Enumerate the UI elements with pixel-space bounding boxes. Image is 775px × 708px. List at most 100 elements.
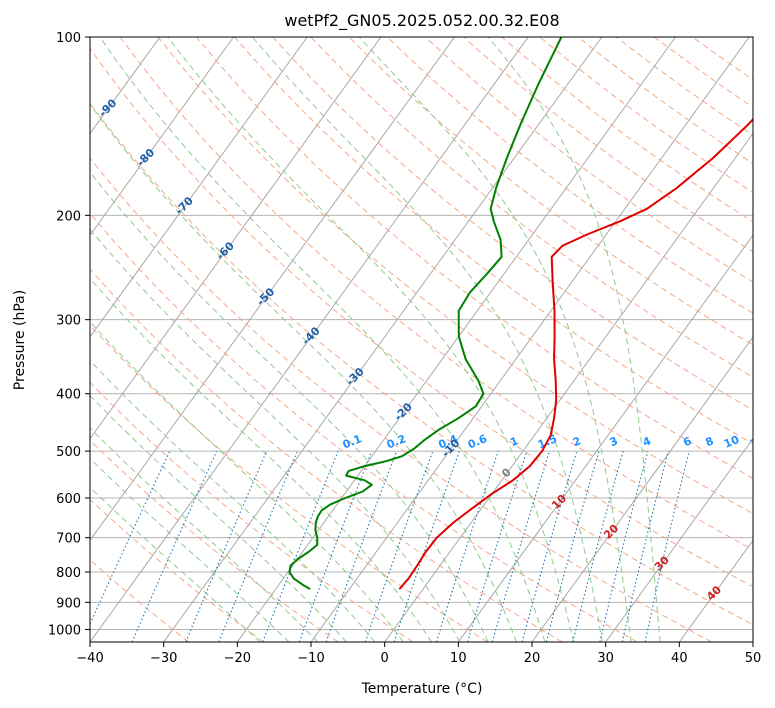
x-tick-label: 40: [671, 651, 688, 666]
mixing-ratio-line: [131, 450, 218, 642]
mixing-ratio-line: [621, 450, 669, 642]
y-tick-label: 200: [56, 209, 81, 224]
x-tick-label: −10: [297, 651, 324, 666]
dry-adiabat: [272, 37, 753, 411]
dry-adiabat: [90, 324, 488, 642]
mixing-ratio-line: [262, 450, 339, 642]
skewed-isotherm: [163, 37, 603, 642]
y-tick-label: 500: [56, 445, 81, 460]
temperature-profile-line: [398, 117, 753, 590]
mixing-ratio-label: 10: [722, 433, 741, 451]
moist-adiabat: [252, 37, 603, 642]
skewed-isotherm: [752, 641, 753, 642]
mixing-ratio-label: 8: [704, 434, 716, 449]
moist-adiabat: [358, 37, 632, 642]
moist-adiabat: [90, 457, 290, 642]
mixing-ratio-line: [218, 450, 299, 642]
mixing-ratio-line: [644, 450, 690, 642]
moist-adiabat: [90, 359, 376, 642]
skewed-isotherm: [90, 37, 529, 642]
dry-adiabat: [157, 37, 753, 515]
dry-adiabat: [90, 102, 753, 626]
moist-adiabats: [90, 37, 661, 642]
y-tick-label: 300: [56, 314, 81, 329]
moist-adiabat: [90, 171, 489, 642]
y-tick-label: 400: [56, 388, 81, 403]
mixing-ratio-label: 2: [571, 434, 583, 449]
skewed-isotherm: [90, 37, 234, 236]
isotherm-label: -100: [50, 51, 79, 80]
mixing-ratio-line: [185, 450, 268, 642]
moist-adiabat: [90, 103, 517, 642]
x-axis-ticks: −40 −30 −20 −10 0 10 20 30 40 50: [76, 642, 761, 666]
y-tick-label: 700: [56, 532, 81, 547]
dry-adiabat: [424, 37, 753, 283]
moist-adiabat: [167, 37, 575, 642]
moist-adiabat: [99, 37, 546, 642]
dry-adiabat: [90, 47, 753, 588]
y-tick-label: 800: [56, 566, 81, 581]
y-axis-ticks: 100 200 300 400 500 600 700 800 900 1000: [48, 31, 90, 638]
grid-layer: [90, 37, 753, 630]
mixing-ratio-lines: [90, 450, 690, 642]
skewed-isotherm: [90, 37, 455, 542]
skewed-isotherm: [236, 37, 676, 642]
skewed-isotherm: [457, 234, 753, 642]
moist-adiabat: [90, 277, 432, 642]
mixing-ratio-line: [466, 450, 528, 642]
mixing-ratio-line: [298, 450, 373, 642]
mixing-ratio-line: [393, 450, 460, 642]
moist-adiabat: [487, 37, 661, 642]
dry-adiabat: [119, 37, 753, 551]
dry-adiabat: [90, 157, 712, 642]
chart-title: wetPf2_GN05.2025.052.00.32.E08: [284, 11, 559, 31]
dry-adiabats: [90, 37, 753, 642]
mixing-ratio-line: [325, 450, 398, 642]
x-tick-label: 0: [381, 651, 389, 666]
mixing-ratio-label: 13: [748, 433, 767, 451]
mixing-ratio-line: [364, 450, 434, 642]
x-tick-label: 50: [745, 651, 762, 666]
y-tick-label: 100: [56, 31, 81, 46]
mixing-ratio-line: [599, 450, 649, 642]
dry-adiabat: [386, 37, 753, 314]
x-tick-label: −30: [150, 651, 177, 666]
x-tick-label: 20: [524, 651, 541, 666]
skewed-isotherm: [678, 539, 753, 642]
moist-adiabat: [90, 321, 404, 642]
mixing-ratio-line: [572, 450, 624, 642]
moist-adiabat: [90, 228, 461, 642]
dry-adiabat: [234, 37, 753, 445]
moist-adiabat: [90, 394, 347, 642]
sounding-series: [288, 37, 753, 590]
y-tick-label: 1000: [48, 623, 81, 638]
dry-adiabat: [196, 37, 753, 479]
mixing-ratio-label: 16: [770, 433, 775, 451]
skewed-isotherm: [384, 132, 753, 642]
dewpoint-profile-line: [288, 37, 563, 590]
x-tick-label: −40: [76, 651, 103, 666]
skewed-isotherm: [0, 37, 13, 642]
mixing-ratio-label: 1: [508, 434, 520, 449]
mixing-ratio-line: [491, 450, 551, 642]
skewed-isotherm: [605, 437, 753, 642]
x-tick-label: −20: [224, 651, 251, 666]
dry-adiabat: [90, 268, 563, 642]
skewed-isotherm: [531, 336, 753, 642]
x-axis-label: Temperature (°C): [361, 681, 483, 697]
y-tick-label: 600: [56, 492, 81, 507]
dry-adiabat: [90, 381, 414, 642]
y-axis-label: Pressure (hPa): [12, 290, 28, 390]
skewed-isotherm: [90, 37, 308, 338]
moist-adiabat: [90, 486, 261, 642]
mixing-ratio-line: [545, 450, 600, 642]
plot-frame: [89, 36, 754, 643]
mixing-ratio-label: 3: [608, 434, 620, 449]
x-tick-label: 30: [597, 651, 614, 666]
mixing-ratio-line: [435, 450, 499, 642]
y-tick-label: 900: [56, 596, 81, 611]
skewed-isotherm: [90, 37, 382, 440]
plot-background: [90, 37, 753, 642]
mixing-ratio-line: [521, 450, 578, 642]
